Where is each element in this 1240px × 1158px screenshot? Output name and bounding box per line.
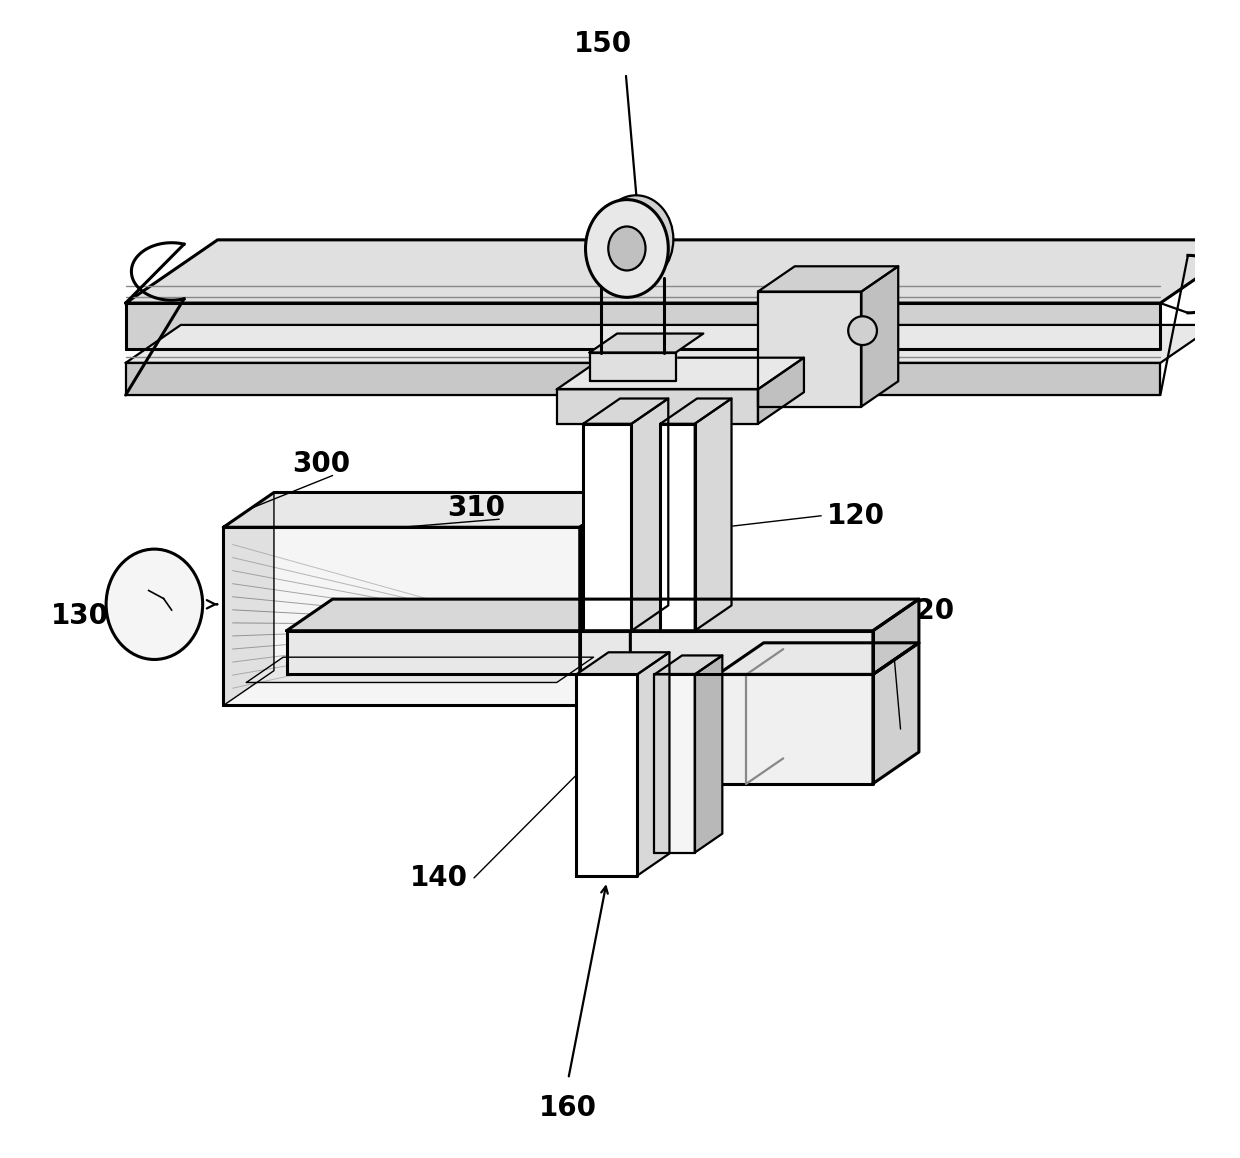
- Polygon shape: [223, 527, 580, 705]
- Polygon shape: [557, 358, 804, 389]
- Polygon shape: [577, 652, 670, 674]
- Polygon shape: [655, 655, 723, 674]
- Polygon shape: [125, 240, 1240, 303]
- Text: 160: 160: [539, 1094, 598, 1122]
- Polygon shape: [873, 643, 919, 784]
- Polygon shape: [655, 674, 694, 852]
- Polygon shape: [589, 334, 703, 352]
- Polygon shape: [583, 398, 668, 424]
- Polygon shape: [223, 492, 630, 527]
- Text: 320: 320: [897, 598, 954, 625]
- Text: 140: 140: [410, 864, 469, 892]
- Polygon shape: [660, 398, 732, 424]
- Polygon shape: [873, 599, 919, 674]
- Polygon shape: [247, 658, 594, 682]
- Polygon shape: [758, 292, 862, 406]
- Text: 120: 120: [827, 501, 885, 529]
- Polygon shape: [694, 655, 723, 852]
- Polygon shape: [286, 631, 873, 674]
- Polygon shape: [862, 266, 898, 406]
- Ellipse shape: [107, 549, 202, 659]
- Polygon shape: [577, 674, 637, 875]
- Ellipse shape: [848, 316, 877, 345]
- Polygon shape: [557, 389, 758, 424]
- Polygon shape: [286, 599, 919, 631]
- Polygon shape: [660, 424, 694, 631]
- Ellipse shape: [599, 196, 673, 284]
- Text: 150: 150: [574, 30, 632, 58]
- Text: 130: 130: [51, 602, 108, 630]
- Text: 300: 300: [293, 450, 350, 478]
- Polygon shape: [223, 492, 274, 705]
- Polygon shape: [580, 492, 630, 705]
- Polygon shape: [718, 643, 919, 674]
- Polygon shape: [125, 362, 1161, 395]
- Polygon shape: [125, 325, 1215, 362]
- Polygon shape: [637, 652, 670, 875]
- Ellipse shape: [585, 199, 668, 298]
- Ellipse shape: [609, 227, 646, 271]
- Polygon shape: [718, 674, 873, 784]
- Polygon shape: [583, 424, 631, 631]
- Polygon shape: [758, 266, 898, 292]
- Polygon shape: [694, 398, 732, 631]
- Polygon shape: [589, 352, 676, 381]
- Polygon shape: [125, 303, 1161, 349]
- Polygon shape: [758, 358, 804, 424]
- Text: 310: 310: [448, 493, 505, 522]
- Polygon shape: [631, 398, 668, 631]
